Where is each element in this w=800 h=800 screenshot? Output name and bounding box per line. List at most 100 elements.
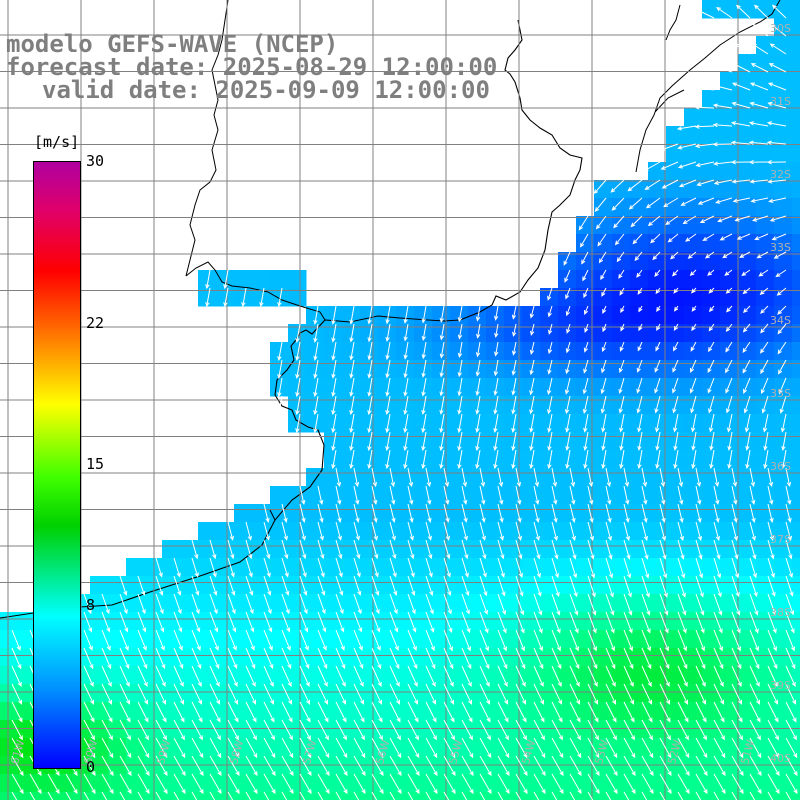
wind-arrow [694, 143, 715, 149]
wind-speed-cell [504, 684, 523, 703]
wind-arrow [695, 161, 715, 168]
wind-arrow [475, 341, 481, 358]
wind-arrow [461, 611, 471, 634]
wind-speed-cell [792, 18, 800, 37]
wind-speed-cell [540, 576, 559, 595]
wind-speed-cell [558, 504, 577, 523]
wind-arrow [461, 557, 469, 578]
wind-speed-cell [396, 342, 415, 361]
wind-speed-cell [792, 774, 800, 793]
wind-arrow [601, 341, 607, 353]
wind-arrow [173, 737, 186, 759]
wind-speed-cell [342, 720, 361, 739]
wind-arrow [533, 719, 545, 741]
wind-speed-cell [432, 540, 451, 559]
wind-arrow [623, 575, 632, 598]
wind-speed-cell [792, 648, 800, 667]
wind-arrow [619, 431, 625, 452]
wind-speed-cell [486, 486, 505, 505]
colorbar-tick-label: 22 [86, 313, 105, 332]
wind-arrow [713, 611, 723, 634]
wind-speed-cell [234, 684, 253, 703]
wind-arrow [533, 737, 546, 759]
wind-arrow [665, 215, 679, 226]
wind-arrow [155, 629, 165, 651]
wind-arrow [476, 323, 481, 339]
wind-arrow [101, 665, 112, 688]
wind-speed-cell [486, 684, 505, 703]
wind-arrow [551, 521, 558, 541]
wind-arrow [331, 341, 337, 361]
wind-arrow [785, 467, 792, 487]
wind-speed-cell [684, 126, 703, 145]
wind-speed-cell [360, 720, 379, 739]
wind-arrow [756, 251, 769, 259]
wind-speed-cell [576, 522, 595, 541]
wind-arrow [335, 773, 348, 795]
wind-arrow [731, 773, 744, 795]
wind-arrow [601, 449, 607, 470]
wind-arrow [641, 557, 650, 579]
wind-arrow [725, 395, 733, 414]
wind-arrow [731, 539, 739, 560]
wind-arrow [551, 503, 558, 524]
wind-arrow [119, 719, 131, 741]
wind-arrow [587, 503, 594, 524]
wind-speed-cell [0, 738, 19, 757]
wind-speed-cell [0, 612, 19, 631]
wind-arrow [605, 629, 615, 652]
wind-arrow [389, 575, 398, 596]
wind-speed-cell [504, 486, 523, 505]
wind-speed-cell [666, 792, 685, 800]
wind-speed-cell [738, 450, 757, 469]
wind-speed-cell [144, 702, 163, 721]
wind-arrow [281, 629, 291, 651]
wind-arrow [637, 413, 643, 433]
wind-arrow [425, 539, 433, 560]
wind-speed-cell [648, 306, 667, 325]
wind-arrow [421, 359, 427, 378]
wind-arrow [83, 737, 96, 759]
wind-arrow [299, 557, 307, 578]
wind-arrow [565, 287, 571, 300]
wind-speed-cell [684, 324, 703, 343]
wind-arrow [331, 395, 337, 416]
wind-arrow [758, 269, 769, 277]
wind-speed-cell [216, 540, 235, 559]
wind-speed-cell [756, 180, 775, 199]
wind-arrow [741, 269, 751, 276]
wind-speed-cell [342, 540, 361, 559]
wind-arrow [493, 413, 499, 434]
wind-arrow [597, 233, 607, 247]
wind-arrow [533, 701, 545, 723]
wind-speed-cell [540, 558, 559, 577]
wind-speed-cell [216, 576, 235, 595]
wind-arrow [209, 683, 220, 705]
wind-speed-cell [342, 396, 361, 415]
wind-arrow [209, 575, 218, 596]
wind-speed-cell [702, 486, 721, 505]
wind-arrow [461, 719, 473, 741]
wind-speed-cell [180, 576, 199, 595]
wind-arrow [349, 359, 355, 379]
wind-speed-cell [504, 360, 523, 379]
wind-speed-cell [324, 486, 343, 505]
wind-speed-cell [612, 486, 631, 505]
wind-arrow [735, 4, 751, 19]
wind-arrow [497, 683, 508, 705]
wind-arrow [407, 755, 420, 777]
wind-arrow [245, 719, 257, 741]
wind-arrow [766, 159, 787, 165]
wind-vectors [11, 4, 798, 800]
wind-speed-cell [252, 720, 271, 739]
wind-arrow [533, 557, 541, 579]
wind-speed-cell [792, 666, 800, 685]
wind-arrow [389, 629, 399, 651]
wind-arrow [317, 503, 324, 523]
wind-arrow [659, 701, 671, 723]
wind-arrow [529, 341, 535, 355]
wind-arrow [515, 773, 528, 795]
wind-arrow [407, 485, 414, 506]
wind-arrow [335, 737, 348, 759]
wind-arrow [736, 233, 751, 240]
